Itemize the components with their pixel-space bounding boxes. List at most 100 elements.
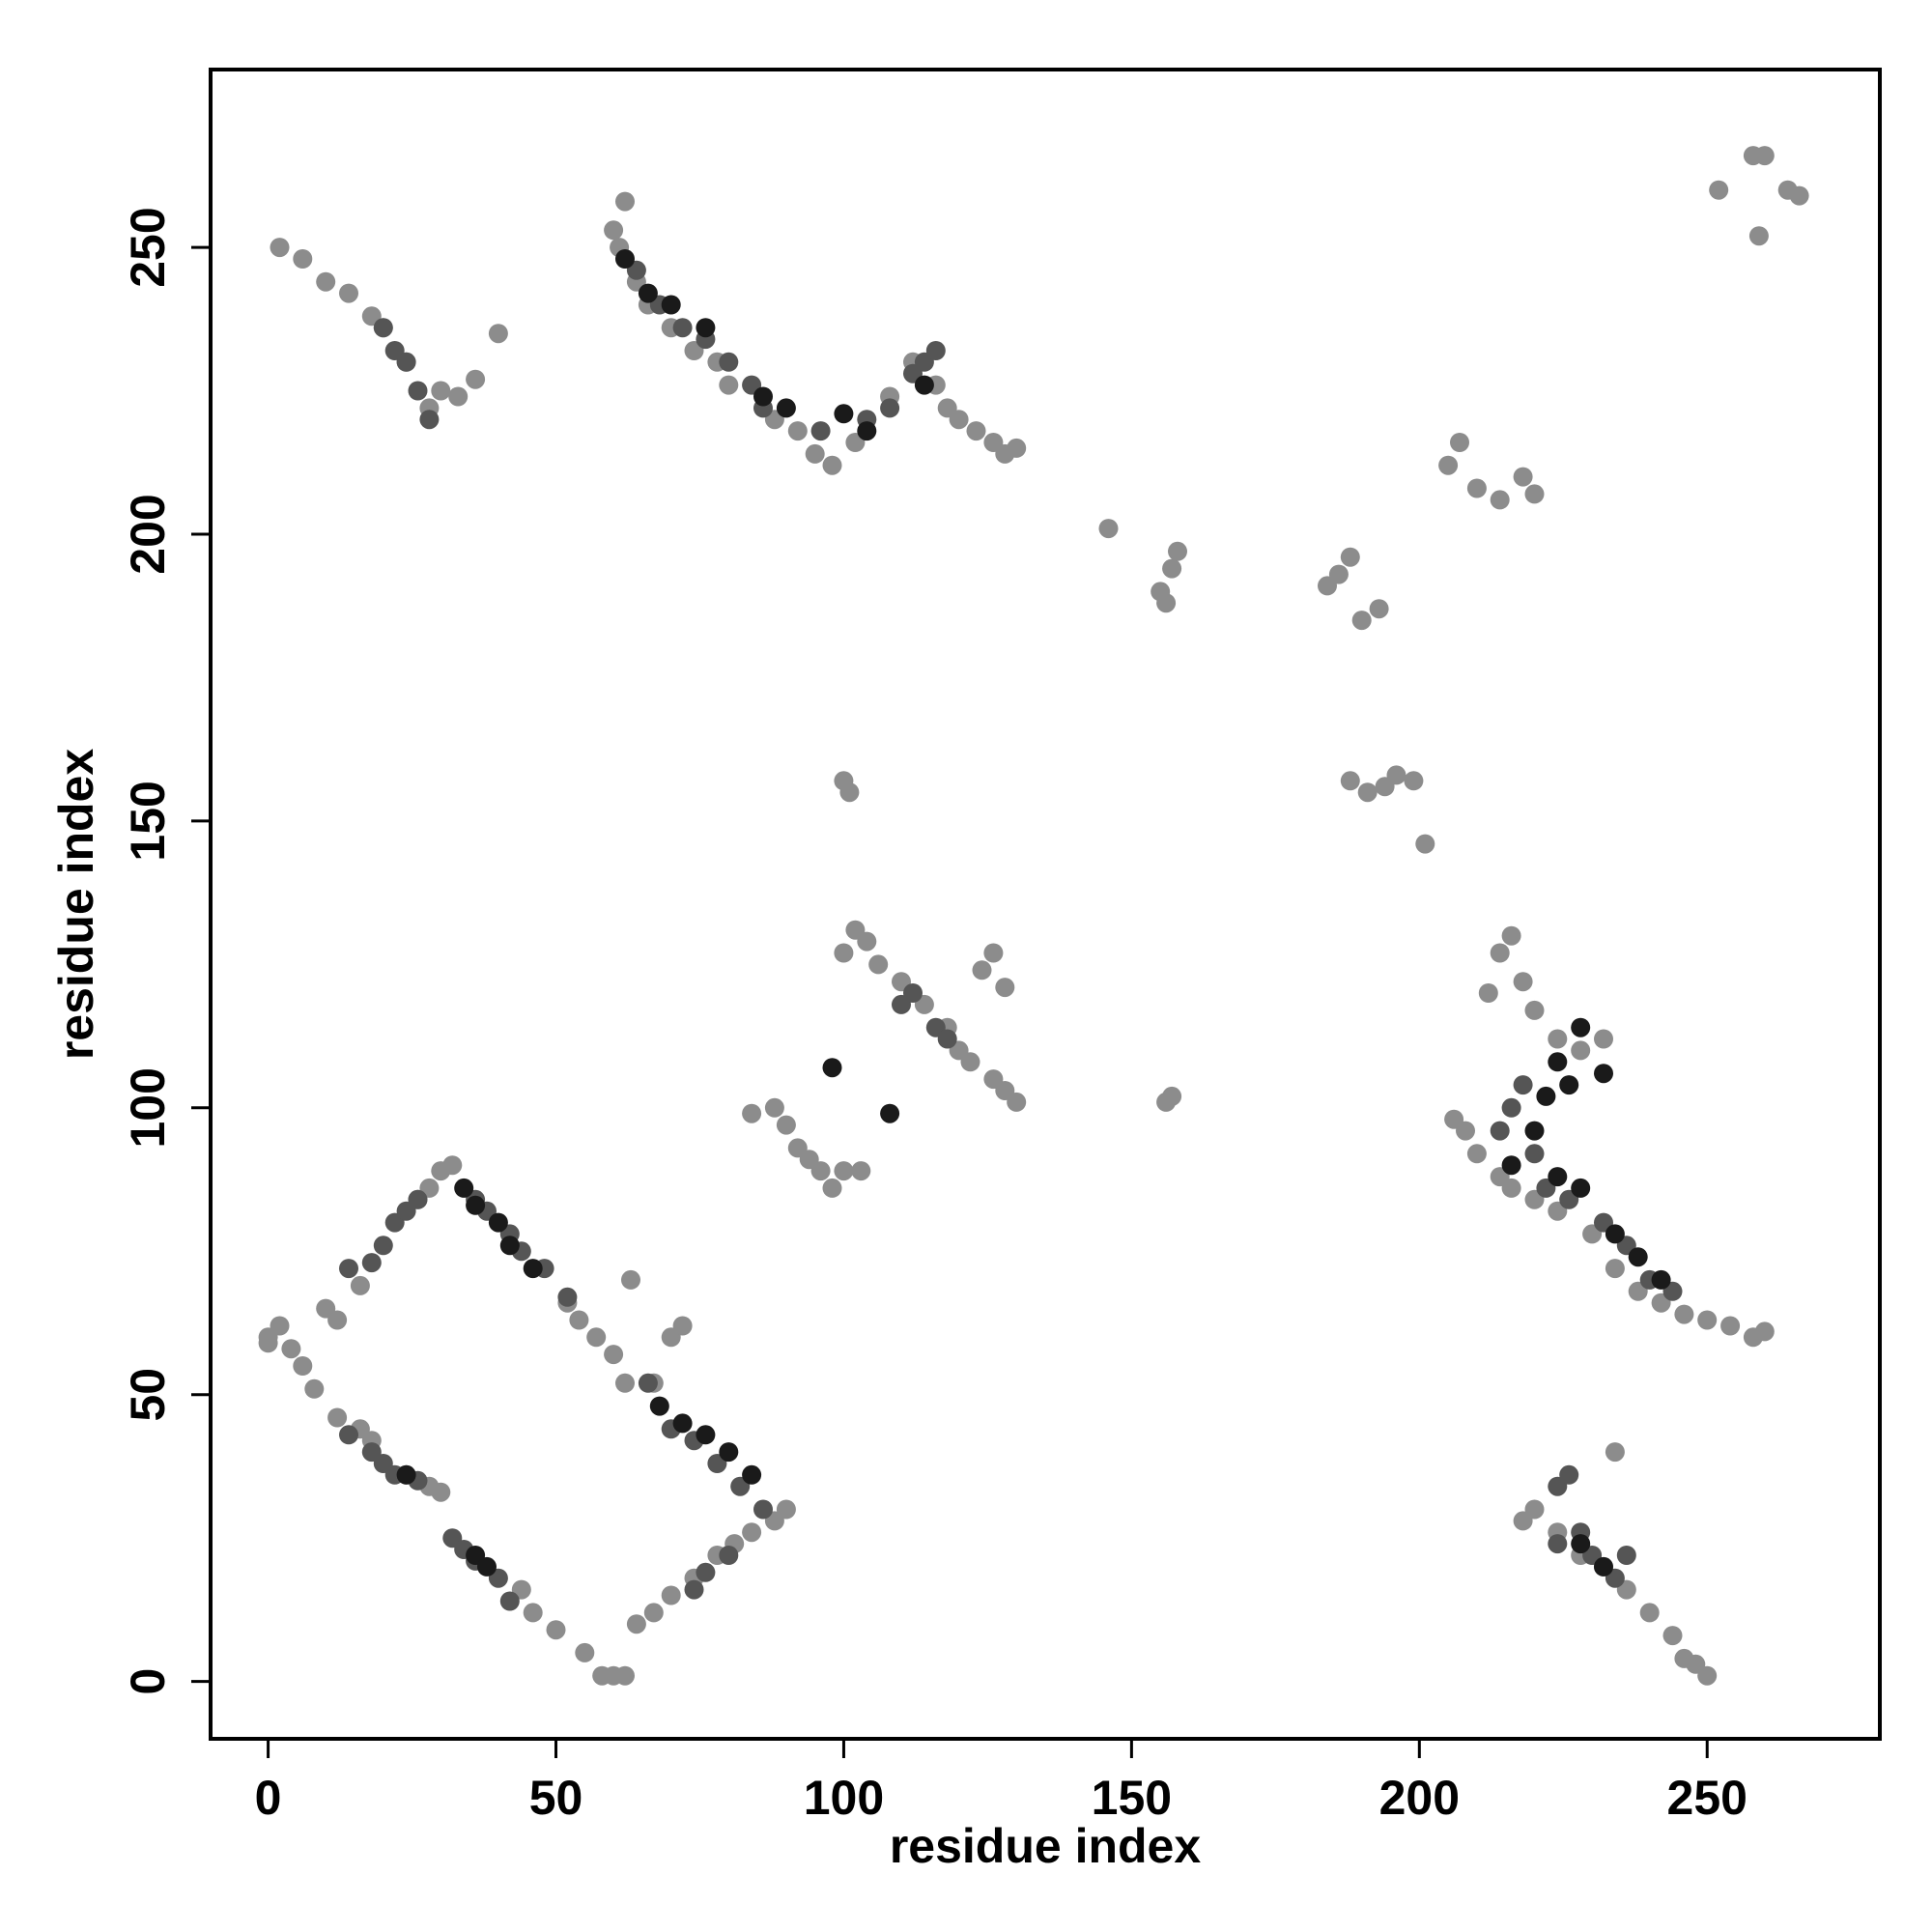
contact-point — [1513, 972, 1533, 992]
contact-point — [1501, 925, 1521, 946]
contact-point — [753, 386, 773, 407]
contact-point — [281, 1339, 301, 1359]
contact-point — [419, 410, 440, 430]
contact-point — [1748, 226, 1769, 246]
contact-point — [621, 1269, 640, 1290]
contact-point — [776, 1499, 796, 1520]
contact-point — [1571, 1017, 1591, 1037]
contact-point — [431, 381, 451, 401]
contact-point — [1340, 547, 1360, 567]
contact-point — [937, 1029, 957, 1049]
contact-point — [258, 1333, 278, 1353]
contact-point — [810, 1161, 831, 1181]
contact-point — [696, 1425, 716, 1445]
contact-point — [1513, 1075, 1533, 1095]
y-axis: 0 50 100 150 200 250 — [121, 207, 211, 1695]
contact-point — [1662, 1626, 1683, 1646]
contact-point — [1594, 1556, 1613, 1577]
contact-point — [903, 983, 923, 1003]
contact-point — [839, 782, 860, 803]
contact-point — [696, 1562, 716, 1582]
contact-point — [672, 1413, 693, 1434]
contact-point — [661, 295, 681, 315]
contact-point — [304, 1378, 325, 1399]
contact-point — [1466, 1144, 1487, 1164]
y-tick-label: 100 — [121, 1067, 175, 1148]
x-tick-label: 0 — [255, 1771, 282, 1825]
x-tick-label: 200 — [1379, 1771, 1460, 1825]
contact-point — [742, 1103, 762, 1123]
contact-point — [1594, 1029, 1613, 1049]
contact-point — [661, 1585, 681, 1605]
contact-point — [1754, 1321, 1775, 1342]
contact-point — [466, 1195, 486, 1215]
contact-point — [776, 1115, 796, 1135]
contact-point — [396, 352, 416, 372]
contact-point — [316, 271, 336, 292]
contact-point — [396, 1464, 416, 1485]
contact-point — [857, 421, 877, 441]
plot-frame — [209, 68, 1882, 1741]
contact-point — [1594, 1064, 1613, 1084]
contact-point — [742, 1522, 762, 1543]
y-tick-label: 150 — [121, 781, 175, 861]
contact-point — [1478, 983, 1498, 1003]
contact-point — [1404, 771, 1424, 791]
x-tick-label: 100 — [804, 1771, 884, 1825]
contact-point — [810, 421, 831, 441]
contact-point — [1548, 1167, 1568, 1187]
contact-point — [857, 931, 877, 952]
contact-point — [499, 1591, 520, 1611]
contact-point — [1754, 146, 1775, 166]
contact-point — [1490, 943, 1510, 963]
contact-point — [776, 398, 796, 418]
contact-point — [615, 1665, 635, 1686]
contact-point — [1639, 1603, 1660, 1623]
contact-point — [719, 352, 739, 372]
contact-point — [638, 1373, 658, 1393]
contact-point — [914, 375, 934, 395]
contact-point — [1490, 1121, 1510, 1141]
contact-point — [499, 1236, 520, 1256]
contact-point — [523, 1603, 543, 1623]
contact-point — [719, 375, 739, 395]
contact-point — [293, 249, 313, 269]
contact-point — [972, 960, 992, 980]
contact-point — [466, 369, 486, 389]
contact-point — [1501, 1155, 1521, 1176]
contact-point — [523, 1259, 543, 1279]
contact-point — [672, 1316, 693, 1336]
contact-point — [1559, 1464, 1579, 1485]
contact-point — [1007, 1092, 1027, 1112]
contact-point — [805, 443, 825, 464]
contact-point — [1697, 1665, 1718, 1686]
contact-point — [1162, 1086, 1182, 1106]
contact-point — [454, 1178, 474, 1198]
contact-point — [1536, 1086, 1556, 1106]
contact-point — [672, 318, 693, 338]
contact-point — [339, 1425, 358, 1445]
y-tick-label: 0 — [121, 1668, 175, 1695]
contact-point — [753, 1499, 773, 1520]
contact-point — [270, 1316, 290, 1336]
contact-point — [1628, 1247, 1648, 1267]
contact-point — [1386, 765, 1406, 785]
data-points — [258, 146, 1809, 1686]
contact-point — [488, 1212, 508, 1233]
y-tick-label: 250 — [121, 207, 175, 287]
contact-point — [604, 220, 624, 241]
contact-point — [1328, 564, 1349, 584]
x-axis: 0 50 100 150 200 250 — [255, 1739, 1747, 1825]
contact-point — [1501, 1178, 1521, 1198]
contact-point — [925, 341, 946, 360]
contact-point — [995, 978, 1015, 998]
contact-point — [327, 1310, 348, 1330]
contact-point — [373, 318, 393, 338]
contact-point — [822, 1058, 842, 1078]
contact-point — [1524, 1121, 1545, 1141]
contact-point — [431, 1482, 451, 1502]
contact-point — [1438, 455, 1459, 475]
contact-point — [1674, 1304, 1694, 1324]
contact-point — [880, 398, 900, 418]
